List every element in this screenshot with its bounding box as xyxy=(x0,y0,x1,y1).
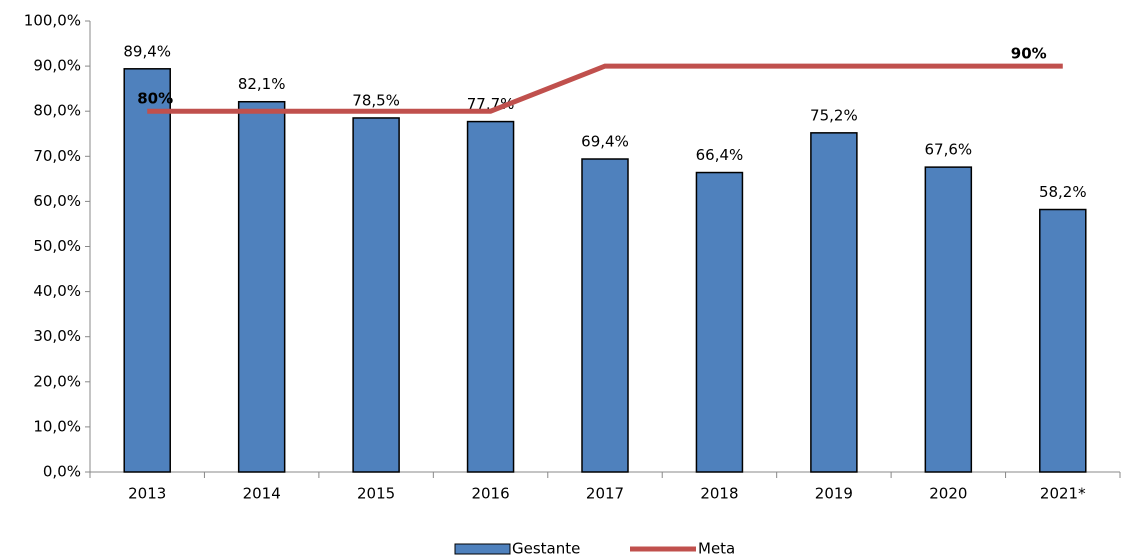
bar xyxy=(695,171,744,473)
line xyxy=(147,63,1063,114)
x-tick-label: 2021* xyxy=(1040,485,1086,503)
data-label: 90% xyxy=(1011,45,1047,63)
bar xyxy=(1039,208,1087,473)
y-tick-label: 60,0% xyxy=(33,192,81,210)
x-tick-label: 2017 xyxy=(586,485,624,503)
data-label: 89,4% xyxy=(123,42,171,60)
data-label: 66,4% xyxy=(696,146,744,164)
y-tick-label: 80,0% xyxy=(33,102,81,120)
x-tick-label: 2019 xyxy=(815,485,853,503)
bar xyxy=(810,132,858,473)
data-label: 69,4% xyxy=(581,133,629,151)
bar xyxy=(924,166,973,473)
bar xyxy=(352,117,400,473)
legend-label: Meta xyxy=(698,540,735,558)
data-label: 75,2% xyxy=(810,106,858,124)
y-tick-label: 20,0% xyxy=(33,372,81,390)
data-label: 67,6% xyxy=(925,141,973,159)
bar xyxy=(123,68,171,473)
y-tick-label: 70,0% xyxy=(33,147,81,165)
bar xyxy=(581,158,629,473)
data-label: 78,5% xyxy=(352,91,400,109)
x-tick-label: 2014 xyxy=(243,485,281,503)
y-tick-label: 50,0% xyxy=(33,237,81,255)
y-tick-label: 100,0% xyxy=(24,12,81,30)
x-tick-label: 2013 xyxy=(128,485,166,503)
x-tick-label: 2016 xyxy=(471,485,509,503)
data-label: 58,2% xyxy=(1039,183,1087,201)
data-label: 80% xyxy=(137,90,173,108)
x-tick-label: 2018 xyxy=(700,485,738,503)
y-tick-label: 10,0% xyxy=(33,417,81,435)
x-tick-label: 2015 xyxy=(357,485,395,503)
y-tick-label: 30,0% xyxy=(33,327,81,345)
legend-swatch xyxy=(454,543,511,555)
x-tick-label: 2020 xyxy=(929,485,967,503)
bar xyxy=(466,120,515,473)
bar xyxy=(237,100,286,473)
y-tick-label: 0,0% xyxy=(43,463,81,481)
legend-label: Gestante xyxy=(512,540,580,558)
data-label: 82,1% xyxy=(238,75,286,93)
y-tick-label: 40,0% xyxy=(33,282,81,300)
y-tick-label: 90,0% xyxy=(33,57,81,75)
